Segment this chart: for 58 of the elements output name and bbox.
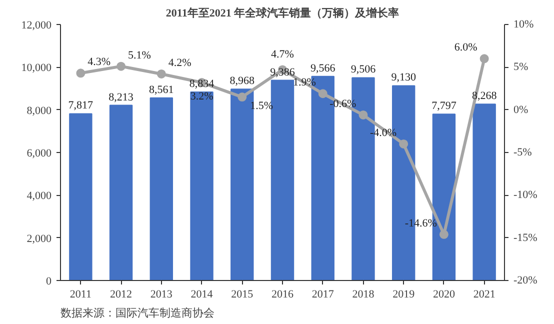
data-label: 9,386: [270, 66, 296, 78]
data-label: 5.1%: [128, 49, 151, 62]
y2-tick-label: 10%: [514, 18, 534, 30]
y-tick-label: 6,000: [26, 148, 52, 160]
x-tick-label: 2016: [272, 288, 294, 300]
data-label: 3.2%: [190, 90, 214, 103]
data-label: 9,566: [310, 62, 336, 74]
y-tick-label: 2,000: [26, 232, 52, 245]
data-label: 4.7%: [271, 48, 294, 61]
point: [439, 230, 448, 239]
y-tick-label: 4,000: [26, 190, 52, 202]
bar: [150, 97, 174, 280]
point: [76, 68, 86, 78]
x-tick-label: 2012: [110, 288, 132, 300]
y2-tick-label: -10%: [514, 189, 538, 202]
point: [399, 139, 408, 148]
x-tick-label: 2013: [150, 288, 173, 300]
point: [318, 89, 328, 98]
data-label: 7,797: [432, 100, 457, 112]
x-tick-label: 2017: [312, 288, 334, 300]
y-tick-label: 12,000: [21, 20, 52, 32]
x-tick-label: 2015: [231, 288, 254, 300]
x-tick-label: 2011: [70, 288, 92, 300]
bar: [472, 104, 496, 280]
bar: [109, 104, 133, 280]
bar: [190, 92, 214, 280]
data-label: 8,968: [230, 75, 256, 88]
point: [116, 62, 126, 71]
y2-tick-label: -20%: [514, 274, 538, 286]
y-tick-label: 8,000: [26, 104, 52, 117]
point: [156, 70, 166, 78]
y2-tick-label: -5%: [514, 146, 532, 158]
x-tick-label: 2019: [392, 288, 416, 300]
y-tick-label: 0: [46, 276, 52, 288]
point: [238, 92, 247, 102]
data-label: 7,817: [68, 100, 94, 112]
y2-tick-label: 0%: [514, 104, 528, 116]
data-label: 6.0%: [454, 42, 478, 54]
data-label: 8,561: [149, 84, 174, 96]
chart-title: 2011年至2021 年全球汽车销量（万辆）及增长率: [166, 6, 400, 20]
y-tick-label: 10,000: [21, 62, 52, 74]
bar: [69, 113, 92, 280]
data-label: 9,506: [350, 64, 376, 76]
x-tick-label: 2018: [352, 288, 375, 300]
data-label: 8,213: [108, 91, 134, 104]
point: [358, 110, 368, 120]
y2-tick-label: 5%: [514, 61, 528, 74]
data-label: 8,268: [472, 90, 498, 102]
data-label: 8,834: [189, 78, 215, 90]
y2-tick-label: -15%: [514, 232, 538, 244]
data-label: 4.3%: [88, 56, 111, 68]
x-tick-label: 2014: [190, 288, 214, 300]
data-label: 9,130: [391, 72, 416, 84]
point: [480, 54, 489, 64]
x-tick-label: 2021: [473, 288, 496, 300]
source-note: 数据来源：国际汽车制造商协会: [60, 306, 214, 320]
data-label: 4.2%: [168, 56, 192, 69]
x-tick-label: 2020: [432, 288, 456, 300]
